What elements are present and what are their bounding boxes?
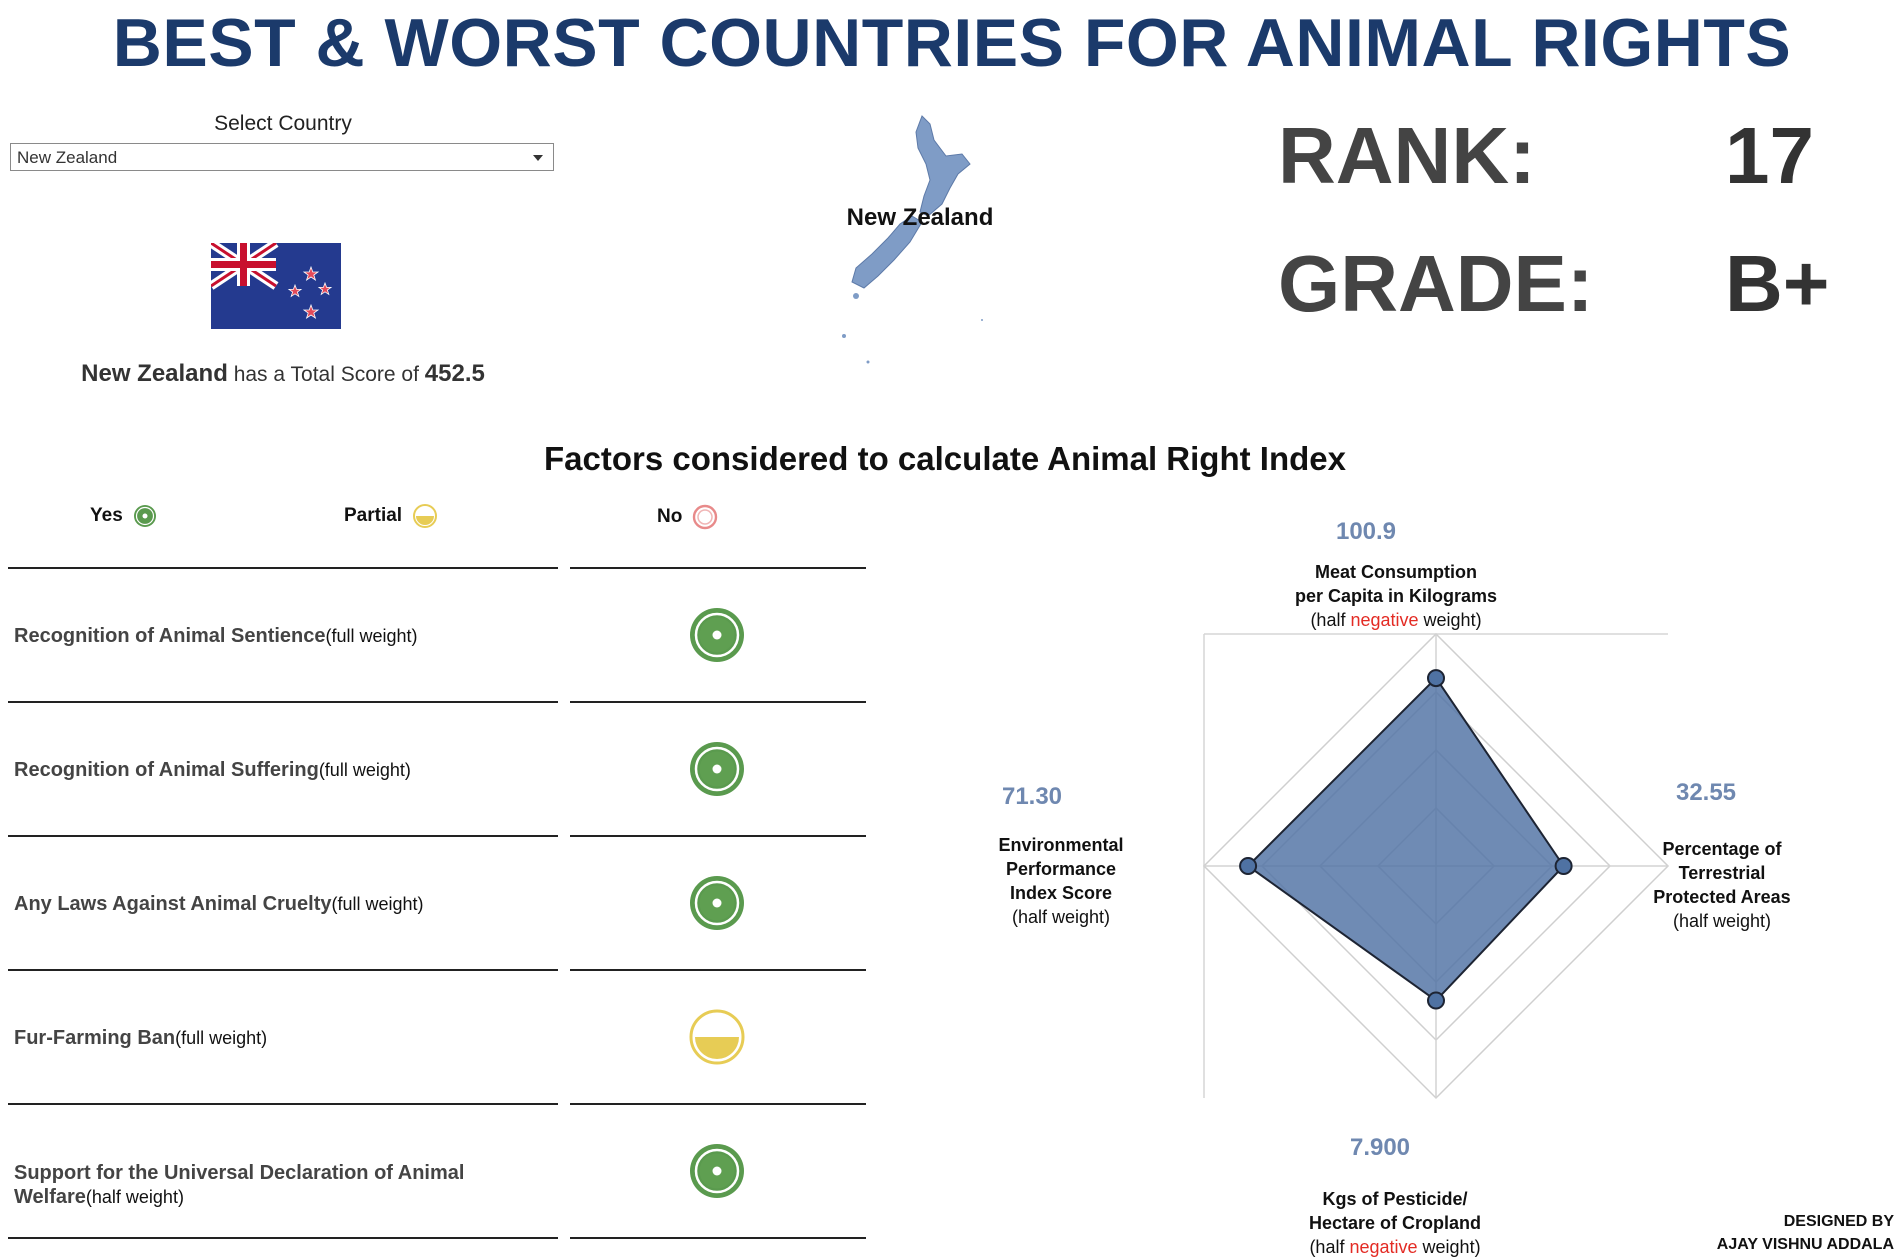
- yes-status-icon: [690, 1144, 744, 1198]
- country-map: [842, 115, 983, 364]
- radar-point-bottom: [1427, 991, 1445, 1010]
- radar-label-left: Environmental Performance Index Score (half…: [976, 833, 1146, 929]
- factor-label: Fur-Farming Ban(full weight): [14, 1026, 554, 1050]
- rank-value: 17: [1725, 111, 1814, 200]
- map-country-label: New Zealand: [846, 204, 994, 231]
- radar-label-line: Percentage of: [1662, 839, 1782, 859]
- radar-label-line: Environmental: [998, 835, 1124, 855]
- yes-status-icon: [690, 742, 744, 796]
- factor-name: Support for the Universal Declaration of…: [14, 1162, 465, 1208]
- dashboard-title: BEST & WORST COUNTRIES FOR ANIMAL RIGHTS: [112, 5, 1792, 81]
- row-divider: [570, 701, 866, 703]
- radar-point-left: [1239, 857, 1258, 875]
- no-status-icon: [693, 504, 718, 530]
- grade-label: GRADE:: [1278, 239, 1594, 328]
- new-zealand-flag-icon: [211, 243, 341, 329]
- radar-label-line: per Capita in Kilograms: [1294, 586, 1498, 606]
- chevron-down-icon[interactable]: [533, 155, 543, 161]
- legend-partial-label: Partial: [344, 505, 403, 526]
- credit-line-2: AJAY VISHNU ADDALA: [1716, 1236, 1894, 1253]
- row-divider: [8, 567, 558, 569]
- row-divider: [8, 969, 558, 971]
- factor-name: Recognition of Animal Sentience: [14, 625, 326, 647]
- row-divider: [570, 969, 866, 971]
- radar-weight-suffix: weight): [1417, 1237, 1481, 1257]
- row-divider: [570, 1237, 866, 1239]
- row-divider: [8, 1103, 558, 1105]
- factor-label: Any Laws Against Animal Cruelty(full wei…: [14, 892, 554, 916]
- radar-point-top: [1427, 669, 1445, 688]
- legend-no: No: [657, 504, 718, 530]
- radar-value-right: 32.55: [1675, 779, 1737, 806]
- radar-weight-prefix: (half weight): [1011, 907, 1111, 927]
- factor-label: Recognition of Animal Suffering(full wei…: [14, 758, 554, 782]
- row-divider: [570, 1103, 866, 1105]
- factor-name: Any Laws Against Animal Cruelty: [14, 893, 332, 915]
- factor-weight: (full weight): [175, 1028, 268, 1048]
- score-connector-text: has a Total Score of: [233, 363, 419, 386]
- radar-weight-note: (half weight): [976, 905, 1146, 929]
- radar-weight-prefix: (half: [1309, 1237, 1350, 1257]
- credit-line-1: DESIGNED BY: [1783, 1213, 1894, 1230]
- score-country-name: New Zealand: [81, 360, 228, 387]
- radar-label-line: Meat Consumption: [1315, 562, 1477, 582]
- radar-label-line: Performance: [1005, 859, 1117, 879]
- row-divider: [8, 701, 558, 703]
- legend-no-label: No: [657, 506, 683, 527]
- radar-weight-note: (half weight): [1632, 909, 1812, 933]
- radar-label-top: Meat Consumption per Capita in Kilograms(…: [1271, 560, 1521, 632]
- radar-label-line: Kgs of Pesticide/: [1322, 1189, 1468, 1209]
- radar-label-line: Terrestrial: [1678, 863, 1766, 883]
- select-country-label: Select Country: [214, 112, 352, 135]
- rank-label: RANK:: [1278, 111, 1536, 200]
- country-dropdown-value: New Zealand: [17, 148, 118, 167]
- total-score-value: 452.5: [424, 360, 485, 387]
- radar-value-bottom: 7.900: [1349, 1134, 1411, 1161]
- radar-data-area: [1246, 676, 1565, 1002]
- radar-label-line: Hectare of Cropland: [1308, 1213, 1482, 1233]
- total-score-text: New Zealand has a Total Score of 452.5: [10, 360, 556, 388]
- radar-label-line: Protected Areas: [1653, 887, 1791, 907]
- factor-name: Recognition of Animal Suffering: [14, 759, 319, 781]
- factor-weight: (full weight): [318, 760, 411, 780]
- radar-weight-note: (half negative weight): [1290, 1235, 1500, 1259]
- radar-label-right: Percentage of Terrestrial Protected Areas (…: [1632, 837, 1812, 933]
- radar-weight-neg: negative: [1349, 1237, 1418, 1257]
- radar-value-top: 100.9: [1335, 518, 1397, 545]
- radar-weight-prefix: (half weight): [1672, 911, 1772, 931]
- radar-weight-suffix: weight): [1418, 610, 1482, 630]
- country-dropdown[interactable]: New Zealand: [10, 143, 554, 171]
- legend-yes: Yes: [90, 504, 157, 528]
- yes-status-icon: [690, 608, 744, 662]
- yes-status-icon: [690, 876, 744, 930]
- factor-weight: (half weight): [85, 1187, 184, 1207]
- grade-value: B+: [1725, 239, 1830, 328]
- radar-label-line: Index Score: [1009, 883, 1113, 903]
- radar-label-bottom: Kgs of Pesticide/Hectare of Cropland (hal…: [1290, 1187, 1500, 1259]
- radar-weight-note: (half negative weight): [1271, 608, 1521, 632]
- legend-partial: Partial: [344, 503, 438, 529]
- factor-name: Fur-Farming Ban: [14, 1027, 176, 1049]
- factor-label: Support for the Universal Declaration of…: [14, 1161, 554, 1209]
- yes-status-icon: [133, 505, 156, 527]
- radar-point-right: [1554, 857, 1573, 875]
- radar-chart: [1202, 632, 1670, 1100]
- designer-credit: DESIGNED BY AJAY VISHNU ADDALA: [1717, 1210, 1894, 1256]
- row-divider: [570, 567, 866, 569]
- row-divider: [8, 1237, 558, 1239]
- factor-label: Recognition of Animal Sentience(full wei…: [14, 624, 554, 648]
- factor-weight: (full weight): [325, 626, 418, 646]
- factor-weight: (full weight): [331, 894, 424, 914]
- radar-weight-prefix: (half: [1310, 610, 1351, 630]
- factors-section-title: Factors considered to calculate Animal R…: [544, 440, 1346, 477]
- partial-status-icon: [413, 504, 438, 528]
- row-divider: [8, 835, 558, 837]
- row-divider: [570, 835, 866, 837]
- radar-weight-neg: negative: [1350, 610, 1419, 630]
- partial-status-icon: [689, 1009, 745, 1065]
- legend-yes-label: Yes: [90, 505, 123, 526]
- radar-value-left: 71.30: [1001, 783, 1063, 810]
